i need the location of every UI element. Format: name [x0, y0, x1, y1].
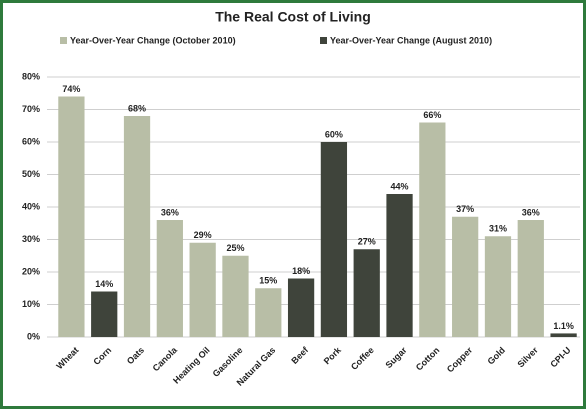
data-label: 36%	[161, 207, 179, 217]
data-label: 37%	[456, 204, 474, 214]
data-label: 15%	[259, 276, 277, 286]
bar	[386, 194, 413, 337]
bar	[255, 288, 282, 337]
data-label: 29%	[194, 230, 212, 240]
data-label: 66%	[423, 110, 441, 120]
y-tick-label: 0%	[27, 331, 40, 341]
bar	[452, 216, 479, 337]
legend-label: Year-Over-Year Change (August 2010)	[330, 35, 492, 45]
legend-label: Year-Over-Year Change (October 2010)	[70, 35, 236, 45]
data-label: 25%	[226, 243, 244, 253]
bar	[156, 220, 183, 337]
y-tick-label: 50%	[22, 169, 40, 179]
data-label: 60%	[325, 129, 343, 139]
bar	[222, 255, 249, 337]
data-label: 14%	[95, 279, 113, 289]
legend-swatch	[320, 37, 327, 44]
y-tick-label: 70%	[22, 104, 40, 114]
data-label: 31%	[489, 224, 507, 234]
legend-swatch	[60, 37, 67, 44]
data-label: 36%	[522, 207, 540, 217]
bar	[353, 249, 380, 337]
y-tick-label: 20%	[22, 266, 40, 276]
bar	[550, 333, 577, 337]
bar	[91, 291, 118, 337]
y-tick-label: 40%	[22, 201, 40, 211]
bar	[320, 142, 348, 337]
bar	[484, 236, 512, 337]
data-label: 27%	[358, 237, 376, 247]
bar	[287, 278, 315, 337]
data-label: 1.1%	[553, 321, 574, 331]
y-tick-label: 80%	[22, 71, 40, 81]
data-label: 74%	[62, 84, 80, 94]
chart-title: The Real Cost of Living	[215, 9, 371, 25]
bar	[58, 96, 85, 337]
y-tick-label: 60%	[22, 136, 40, 146]
data-label: 18%	[292, 266, 310, 276]
bar	[123, 116, 151, 337]
bar	[419, 122, 446, 337]
bar	[517, 220, 544, 337]
y-tick-label: 10%	[22, 299, 40, 309]
data-label: 68%	[128, 103, 146, 113]
data-label: 44%	[391, 181, 409, 191]
bar	[189, 242, 216, 337]
y-tick-label: 30%	[22, 234, 40, 244]
